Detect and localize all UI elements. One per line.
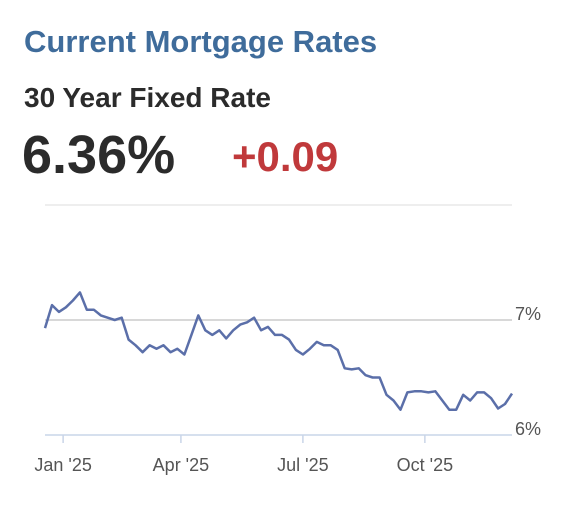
rate-line [43,291,514,411]
current-rate: 6.36% [22,125,175,185]
x-tick-label: Oct '25 [397,455,453,475]
y-tick-label: 6% [515,419,541,439]
x-tick-label: Jan '25 [34,455,91,475]
x-tick-label: Jul '25 [277,455,328,475]
product-name: 30 Year Fixed Rate [24,82,271,113]
y-tick-label: 7% [515,304,541,324]
widget-title: Current Mortgage Rates [24,24,377,59]
x-tick-label: Apr '25 [153,455,209,475]
rate-change: +0.09 [232,133,338,180]
